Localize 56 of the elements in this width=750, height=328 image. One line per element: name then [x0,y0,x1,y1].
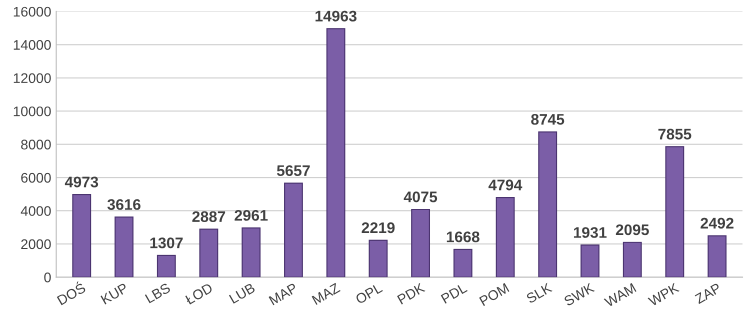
x-tick-label: OPL [354,282,383,304]
bar [242,227,261,278]
data-label: 1307 [150,237,183,248]
data-label: 14963 [316,10,357,22]
bar [580,244,600,278]
y-tick-label: 4000 [20,206,51,216]
x-tick-label: LUB [228,282,256,304]
bar [622,242,642,278]
x-tick-label: MAZ [312,282,340,305]
bar [114,216,134,278]
data-label: 2095 [616,224,649,236]
x-tick-label: SLK [526,282,553,304]
data-label: 2887 [192,211,226,222]
bar [326,28,346,278]
x-tick-label: WPK [648,282,680,307]
data-label: 3616 [107,199,140,210]
bar [199,228,218,278]
x-tick-label: ŁOD [184,282,214,306]
x-tick-label: MAP [268,282,298,306]
data-label: 2219 [362,222,395,234]
bar [368,240,388,278]
bar [72,194,92,278]
y-tick-label: 14000 [14,40,51,50]
y-tick-label: 2000 [21,239,51,250]
y-tick-label: 8000 [21,140,51,150]
x-tick-label: WAM [604,283,636,308]
data-label: 1931 [574,227,607,238]
bar [538,131,558,278]
data-label: 5657 [276,165,310,176]
data-label: 4973 [64,176,98,188]
data-label: 4794 [488,180,522,190]
bar [496,197,515,278]
bar [665,146,684,278]
x-tick-label: POM [479,282,510,306]
bar [411,208,430,278]
y-tick-label: 0 [44,272,51,282]
x-tick-label: KUP [100,282,128,305]
data-label: 8745 [531,114,564,125]
x-tick-label: SWK [563,282,595,306]
data-label: 2492 [700,218,734,229]
data-label: 7855 [658,128,692,140]
bar [284,182,303,278]
y-tick-label: 16000 [14,6,51,17]
y-tick-label: 6000 [21,172,51,183]
bar [156,254,176,278]
data-label: 2961 [234,210,268,221]
bar [708,235,727,278]
data-label: 1668 [446,231,480,242]
data-label: 4075 [404,191,438,202]
x-tick-label: PDL [440,282,468,304]
x-tick-label: LBS [144,282,171,304]
y-tick-label: 10000 [14,106,51,116]
x-tick-label: ZAP [694,282,722,304]
x-tick-label: PDK [397,282,426,304]
y-tick-label: 12000 [14,73,51,84]
bar [453,248,472,278]
